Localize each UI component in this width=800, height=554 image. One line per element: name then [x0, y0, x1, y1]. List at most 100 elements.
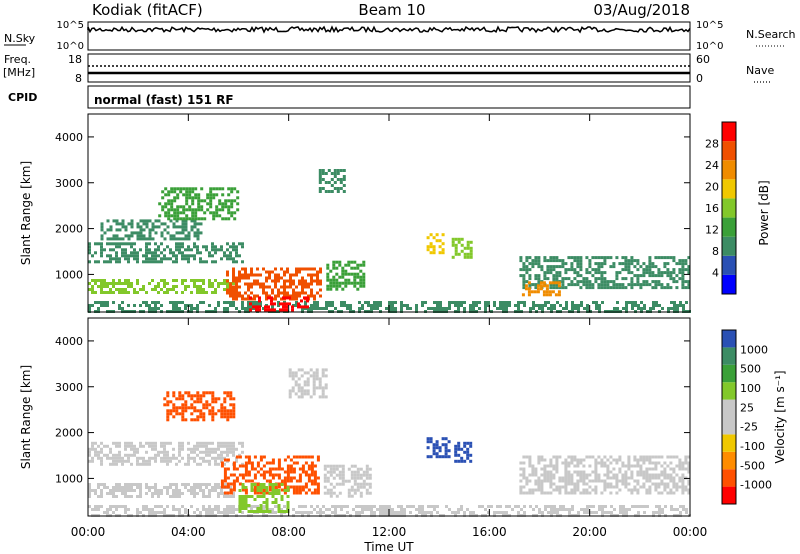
heatmap-cell — [670, 505, 673, 508]
heatmap-cell — [339, 187, 343, 190]
heatmap-cell — [139, 492, 142, 495]
heatmap-cell — [645, 491, 649, 495]
heatmap-cell — [368, 482, 372, 486]
heatmap-cell — [217, 301, 220, 304]
heatmap-cell — [214, 400, 218, 404]
heatmap-cell — [624, 268, 628, 272]
heatmap-cell — [303, 389, 307, 393]
heatmap-cell — [124, 489, 127, 492]
heatmap-cell — [139, 304, 142, 307]
heatmap-cell — [543, 464, 547, 468]
heatmap-cell — [212, 193, 216, 197]
heatmap-cell — [145, 483, 148, 486]
heatmap-cell — [223, 491, 227, 495]
heatmap-cell — [130, 231, 134, 235]
heatmap-cell — [651, 286, 655, 290]
heatmap-cell — [660, 491, 664, 495]
heatmap-cell — [172, 285, 175, 288]
heatmap-cell — [681, 265, 685, 269]
heatmap-cell — [109, 260, 112, 264]
heatmap-cell — [262, 473, 266, 477]
heatmap-cell — [184, 222, 188, 226]
heatmap-cell — [332, 266, 336, 270]
heatmap-cell — [466, 252, 470, 256]
heatmap-cell — [184, 406, 188, 410]
heatmap-cell — [625, 307, 628, 310]
heatmap-cell — [190, 291, 193, 294]
heatmap-cell — [457, 441, 461, 445]
heatmap-cell — [172, 251, 175, 255]
heatmap-cell — [552, 464, 556, 468]
heatmap-cell — [562, 307, 565, 310]
heatmap-cell — [265, 510, 269, 513]
heatmap-cell — [214, 456, 217, 460]
heatmap-cell — [286, 473, 290, 477]
heatmap-cell — [274, 489, 278, 492]
heatmap-cell — [226, 495, 229, 498]
heatmap-cell — [552, 488, 556, 492]
heatmap-cell — [460, 249, 464, 253]
heatmap-cell — [670, 301, 673, 304]
heatmap-cell — [679, 301, 682, 304]
power-colorbar-label: Power [dB] — [757, 180, 771, 245]
heatmap-cell — [112, 462, 115, 466]
heatmap-cell — [151, 254, 154, 258]
heatmap-cell — [235, 297, 238, 301]
heatmap-cell — [277, 482, 281, 486]
heatmap-cell — [188, 193, 192, 197]
heatmap-cell — [333, 181, 337, 184]
heatmap-cell — [604, 511, 607, 514]
heatmap-cell — [309, 374, 313, 378]
heatmap-cell — [323, 491, 327, 495]
heatmap-cell — [534, 286, 538, 290]
heatmap-cell — [247, 285, 250, 289]
heatmap-cell — [115, 237, 119, 241]
heatmap-cell — [172, 234, 176, 238]
heatmap-cell — [230, 211, 234, 215]
heatmap-cell — [338, 284, 342, 288]
heatmap-cell — [163, 403, 167, 407]
heatmap-cell — [579, 458, 583, 462]
heatmap-cell — [163, 291, 166, 294]
heatmap-cell — [232, 441, 235, 445]
heatmap-cell — [597, 473, 601, 477]
heatmap-cell — [199, 394, 203, 398]
heatmap-cell — [630, 256, 634, 260]
heatmap-cell — [292, 488, 296, 492]
heatmap-cell — [310, 473, 314, 477]
heatmap-cell — [618, 467, 622, 471]
heatmap-cell — [340, 508, 343, 511]
heatmap-cell — [133, 257, 136, 261]
heatmap-cell — [205, 260, 208, 264]
heatmap-cell — [362, 260, 366, 264]
heatmap-cell — [594, 458, 598, 462]
heatmap-cell — [124, 248, 127, 252]
heatmap-cell — [199, 441, 202, 445]
heatmap-cell — [300, 374, 304, 378]
heatmap-cell — [678, 464, 682, 468]
heatmap-cell — [256, 489, 260, 492]
heatmap-cell — [259, 486, 263, 489]
heatmap-cell — [367, 304, 370, 307]
heatmap-cell — [206, 208, 210, 212]
heatmap-cell — [250, 505, 253, 508]
heatmap-cell — [451, 240, 455, 244]
heatmap-cell — [256, 510, 260, 513]
heatmap-cell — [130, 219, 134, 223]
heatmap-cell — [88, 495, 91, 498]
heatmap-cell — [341, 272, 345, 276]
heatmap-cell — [463, 252, 467, 256]
heatmap-cell — [681, 280, 685, 284]
heatmap-cell — [145, 462, 148, 466]
heatmap-cell — [648, 491, 652, 495]
heatmap-cell — [304, 461, 308, 465]
heatmap-cell — [573, 256, 577, 260]
heatmap-cell — [193, 447, 196, 451]
heatmap-cell — [265, 294, 268, 298]
heatmap-cell — [295, 267, 298, 271]
heatmap-cell — [115, 489, 118, 492]
heatmap-cell — [316, 511, 319, 514]
heatmap-cell — [565, 508, 568, 511]
heatmap-cell — [564, 467, 568, 471]
freq-label: Freq. — [4, 53, 31, 66]
